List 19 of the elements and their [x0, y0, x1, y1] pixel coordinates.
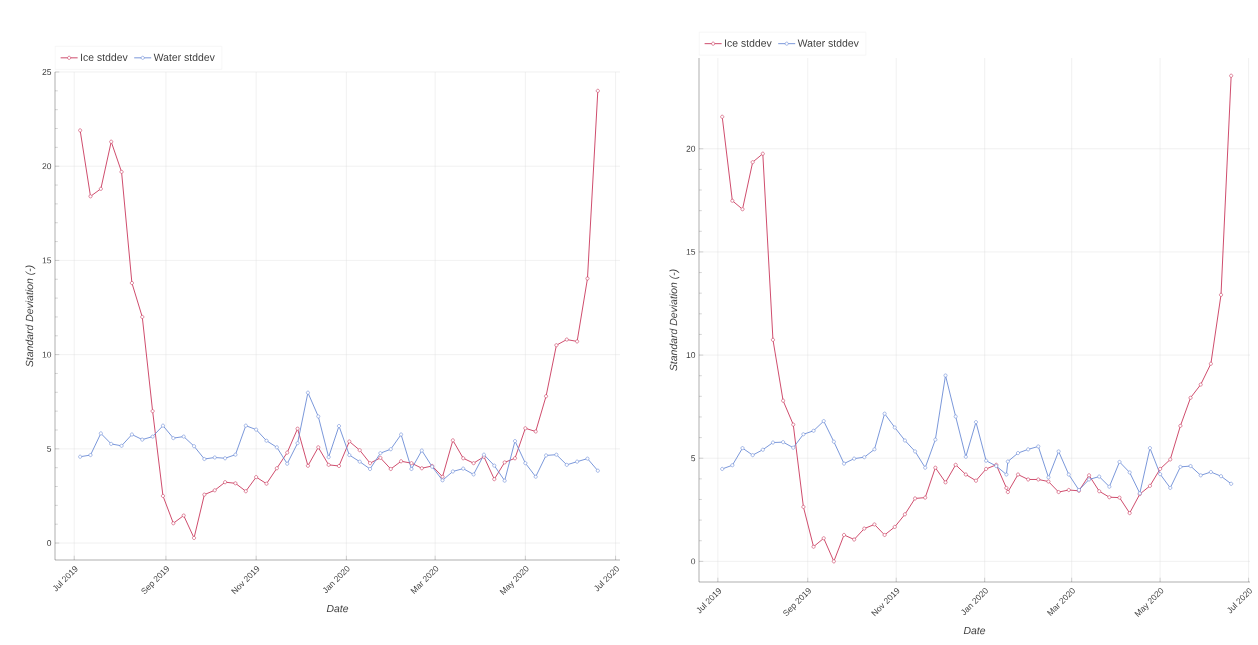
y-tick-label: 20	[42, 163, 52, 170]
y-tick-label: 15	[686, 248, 696, 255]
y-tick-label: 15	[42, 257, 52, 264]
legend-label: Water stddev	[797, 39, 859, 47]
y-tick-label: 20	[686, 145, 696, 152]
y-tick-label: 10	[42, 351, 52, 358]
y-tick-label: 0	[691, 558, 696, 565]
x-axis-title: Date	[326, 604, 349, 613]
y-tick-label: 10	[686, 352, 696, 359]
y-tick-label: 25	[42, 69, 52, 75]
y-axis-title: Standard Deviation (-)	[669, 269, 680, 371]
y-axis-title: Standard Deviation (-)	[25, 265, 36, 367]
y-tick-label: 5	[691, 455, 696, 462]
legend-label: Ice stddev	[81, 53, 128, 61]
legend-label: Water stddev	[153, 53, 215, 61]
legend-label: Ice stddev	[725, 39, 772, 47]
y-tick-label: 0	[47, 540, 52, 547]
x-axis-title: Date	[963, 626, 986, 635]
y-tick-label: 5	[47, 445, 52, 452]
